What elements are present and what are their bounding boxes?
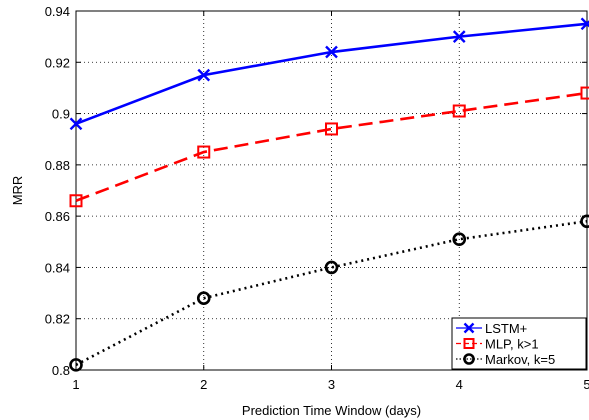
series-circle [69, 214, 589, 372]
legend-entry: LSTM+ [456, 321, 527, 336]
series-line [75, 22, 588, 126]
x-axis-label: Prediction Time Window (days) [242, 403, 421, 418]
y-tick-label: 0.84 [45, 260, 70, 275]
y-tick-label: 0.86 [45, 209, 70, 224]
y-tick-label: 0.94 [45, 4, 70, 19]
x-tick-label: 4 [456, 377, 463, 392]
data-point [325, 45, 338, 59]
data-point [580, 86, 589, 100]
data-point [197, 145, 211, 159]
data-point [452, 104, 466, 118]
data-point [69, 194, 83, 208]
grid [76, 11, 587, 370]
data-point [324, 260, 339, 275]
data-point [325, 122, 338, 136]
legend-label: Markov, k=5 [485, 352, 555, 367]
y-tick-label: 0.8 [52, 363, 70, 378]
x-tick-label: 5 [583, 377, 589, 392]
x-tick-label: 1 [72, 377, 79, 392]
axis-ticks: 1 2 3 4 5 0.8 0.82 0.84 0.86 0.88 0.9 0.92 0.94 [45, 4, 589, 392]
y-axis-label: MRR [10, 176, 25, 206]
series-line [75, 219, 588, 367]
y-tick-label: 0.88 [45, 158, 70, 173]
legend-label: MLP, k>1 [485, 337, 539, 352]
data-point [452, 30, 466, 43]
y-tick-label: 0.9 [52, 107, 70, 122]
legend-entry: MLP, k>1 [456, 337, 539, 352]
data-point [197, 68, 211, 82]
series-group [69, 17, 589, 372]
x-tick-label: 2 [200, 377, 207, 392]
x-tick-label: 3 [328, 377, 335, 392]
plot-area [75, 10, 588, 371]
data-point [452, 232, 467, 247]
series-square [69, 86, 589, 208]
series-line [75, 91, 588, 202]
y-tick-label: 0.82 [45, 312, 70, 327]
data-point [69, 117, 83, 131]
y-tick-label: 0.92 [45, 55, 70, 70]
data-point [196, 291, 211, 306]
legend-marker [463, 353, 475, 365]
legend-label: LSTM+ [485, 321, 527, 336]
legend-marker [463, 322, 475, 334]
data-point [580, 17, 589, 31]
legend-entry: Markov, k=5 [456, 352, 555, 367]
data-point [69, 358, 83, 372]
legend-marker [463, 338, 475, 349]
series-x [69, 17, 589, 131]
data-point [580, 214, 589, 229]
